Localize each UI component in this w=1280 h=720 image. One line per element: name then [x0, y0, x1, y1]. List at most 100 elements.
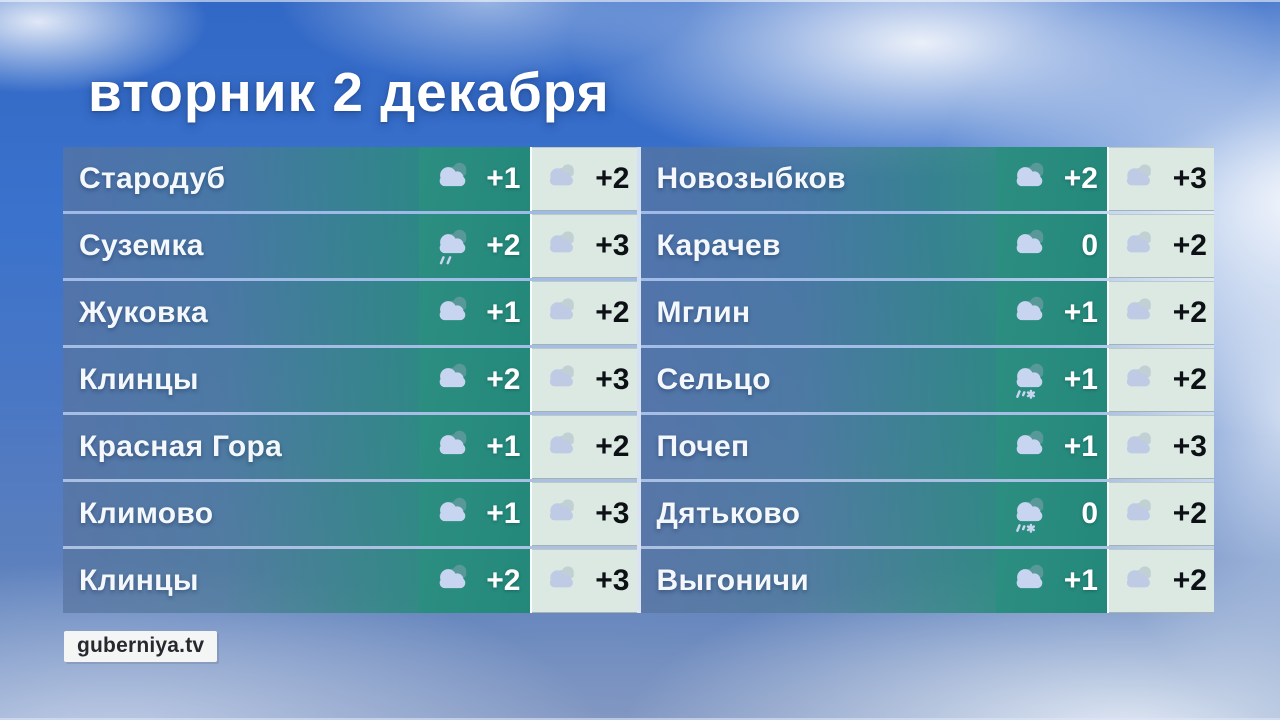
- primary-forecast-cell: +1: [418, 415, 530, 479]
- forecast-row: Жуковка +1: [63, 281, 637, 348]
- primary-temperature: +1: [1063, 564, 1098, 597]
- cloud-icon: [540, 496, 582, 532]
- cloud-icon: [1117, 161, 1159, 197]
- cloud-icon: [1117, 429, 1159, 465]
- primary-forecast-cell: +2: [418, 549, 530, 613]
- cloud-icon: [1117, 295, 1159, 331]
- rain-cloud-icon: [429, 226, 475, 266]
- primary-forecast-cell: 0: [996, 214, 1107, 278]
- secondary-temperature: +2: [1172, 564, 1207, 597]
- city-name-label: Карачев: [656, 229, 781, 262]
- city-name-cell: Новозыбков: [640, 147, 996, 211]
- channel-logo-text: guberniya.tv: [77, 634, 205, 657]
- city-name-label: Жуковка: [79, 296, 208, 329]
- forecast-row: Красная Гора +1: [63, 415, 637, 482]
- city-name-cell: Клинцы: [63, 549, 419, 613]
- primary-temperature: 0: [1081, 229, 1098, 262]
- secondary-temperature: +3: [1172, 162, 1207, 195]
- forecast-row: Сельцо +1: [640, 348, 1214, 415]
- cloud-icon: [1117, 496, 1159, 532]
- city-name-label: Клинцы: [79, 363, 199, 396]
- cloud-icon: [1006, 159, 1052, 199]
- primary-temperature: +1: [486, 497, 521, 530]
- cloud-icon: [1006, 561, 1052, 601]
- city-name-label: Сельцо: [656, 363, 771, 396]
- forecast-row: Мглин +1: [640, 281, 1214, 348]
- city-name-cell: Климово: [63, 482, 419, 546]
- city-name-cell: Карачев: [640, 214, 996, 278]
- city-name-cell: Почеп: [640, 415, 996, 479]
- primary-forecast-cell: +2: [418, 348, 530, 412]
- cloud-icon: [540, 161, 582, 197]
- cloud-icon: [1006, 226, 1052, 266]
- primary-temperature: +1: [1063, 430, 1098, 463]
- secondary-temperature: +3: [595, 363, 630, 396]
- primary-temperature: +2: [486, 229, 521, 262]
- cloud-icon: [540, 295, 582, 331]
- secondary-temperature: +2: [595, 296, 630, 329]
- secondary-temperature: +2: [1172, 363, 1207, 396]
- secondary-temperature: +3: [1172, 430, 1207, 463]
- primary-forecast-cell: +1: [996, 549, 1107, 613]
- primary-forecast-cell: +1: [418, 482, 530, 546]
- channel-logo: guberniya.tv: [64, 631, 218, 662]
- primary-temperature: +1: [486, 430, 521, 463]
- cloud-icon: [1117, 228, 1159, 264]
- primary-forecast-cell: 0: [996, 482, 1107, 546]
- secondary-forecast-cell: +2: [1107, 281, 1214, 345]
- primary-forecast-cell: +1: [996, 415, 1107, 479]
- page-title: вторник 2 декабря: [88, 61, 610, 123]
- secondary-forecast-cell: +2: [1107, 214, 1214, 278]
- city-name-label: Суземка: [79, 229, 204, 262]
- forecast-row: Выгоничи +1: [640, 549, 1214, 613]
- city-name-label: Новозыбков: [656, 162, 846, 195]
- primary-forecast-cell: +1: [996, 281, 1107, 345]
- forecast-tables: Стародуб +1: [63, 147, 1214, 613]
- cloud-icon: [540, 228, 582, 264]
- cloud-icon: [429, 360, 475, 400]
- cloud-icon: [429, 159, 475, 199]
- secondary-temperature: +2: [1172, 296, 1207, 329]
- cloud-icon: [540, 563, 582, 599]
- primary-temperature: 0: [1081, 497, 1098, 530]
- cloud-icon: [429, 427, 475, 467]
- forecast-row: Карачев 0: [640, 214, 1214, 281]
- cloud-icon: [429, 293, 475, 333]
- cloud-icon: [429, 494, 475, 534]
- city-name-cell: Выгоничи: [640, 549, 996, 613]
- cloud-icon: [429, 561, 475, 601]
- forecast-row: Климово +1: [63, 482, 637, 549]
- city-name-label: Климово: [79, 497, 214, 530]
- primary-forecast-cell: +1: [418, 147, 530, 211]
- primary-temperature: +2: [1063, 162, 1098, 195]
- secondary-forecast-cell: +2: [1107, 549, 1214, 613]
- cloud-icon: [540, 429, 582, 465]
- cloud-icon: [1006, 427, 1052, 467]
- secondary-forecast-cell: +2: [1107, 348, 1214, 412]
- tables-divider: [636, 147, 641, 613]
- secondary-forecast-cell: +3: [529, 348, 637, 412]
- city-name-label: Красная Гора: [79, 430, 283, 463]
- secondary-forecast-cell: +3: [529, 482, 637, 546]
- city-name-cell: Дятьково: [640, 482, 996, 546]
- city-name-label: Выгоничи: [656, 564, 810, 597]
- cloud-icon: [540, 362, 582, 398]
- city-name-label: Почеп: [656, 430, 750, 463]
- forecast-table-left: Стародуб +1: [63, 147, 637, 613]
- secondary-temperature: +3: [595, 229, 630, 262]
- forecast-row: Клинцы +2: [63, 348, 637, 415]
- secondary-temperature: +2: [595, 430, 630, 463]
- city-name-cell: Клинцы: [63, 348, 419, 412]
- secondary-forecast-cell: +3: [1107, 415, 1214, 479]
- cloud-icon: [1006, 293, 1052, 333]
- secondary-forecast-cell: +2: [529, 147, 637, 211]
- city-name-label: Дятьково: [656, 497, 801, 530]
- primary-forecast-cell: +1: [996, 348, 1107, 412]
- forecast-row: Дятьково 0: [640, 482, 1214, 549]
- forecast-row: Почеп +1: [640, 415, 1214, 482]
- primary-forecast-cell: +1: [418, 281, 530, 345]
- secondary-forecast-cell: +3: [529, 214, 637, 278]
- cloud-icon: [1117, 563, 1159, 599]
- city-name-cell: Стародуб: [63, 147, 419, 211]
- secondary-temperature: +3: [595, 564, 630, 597]
